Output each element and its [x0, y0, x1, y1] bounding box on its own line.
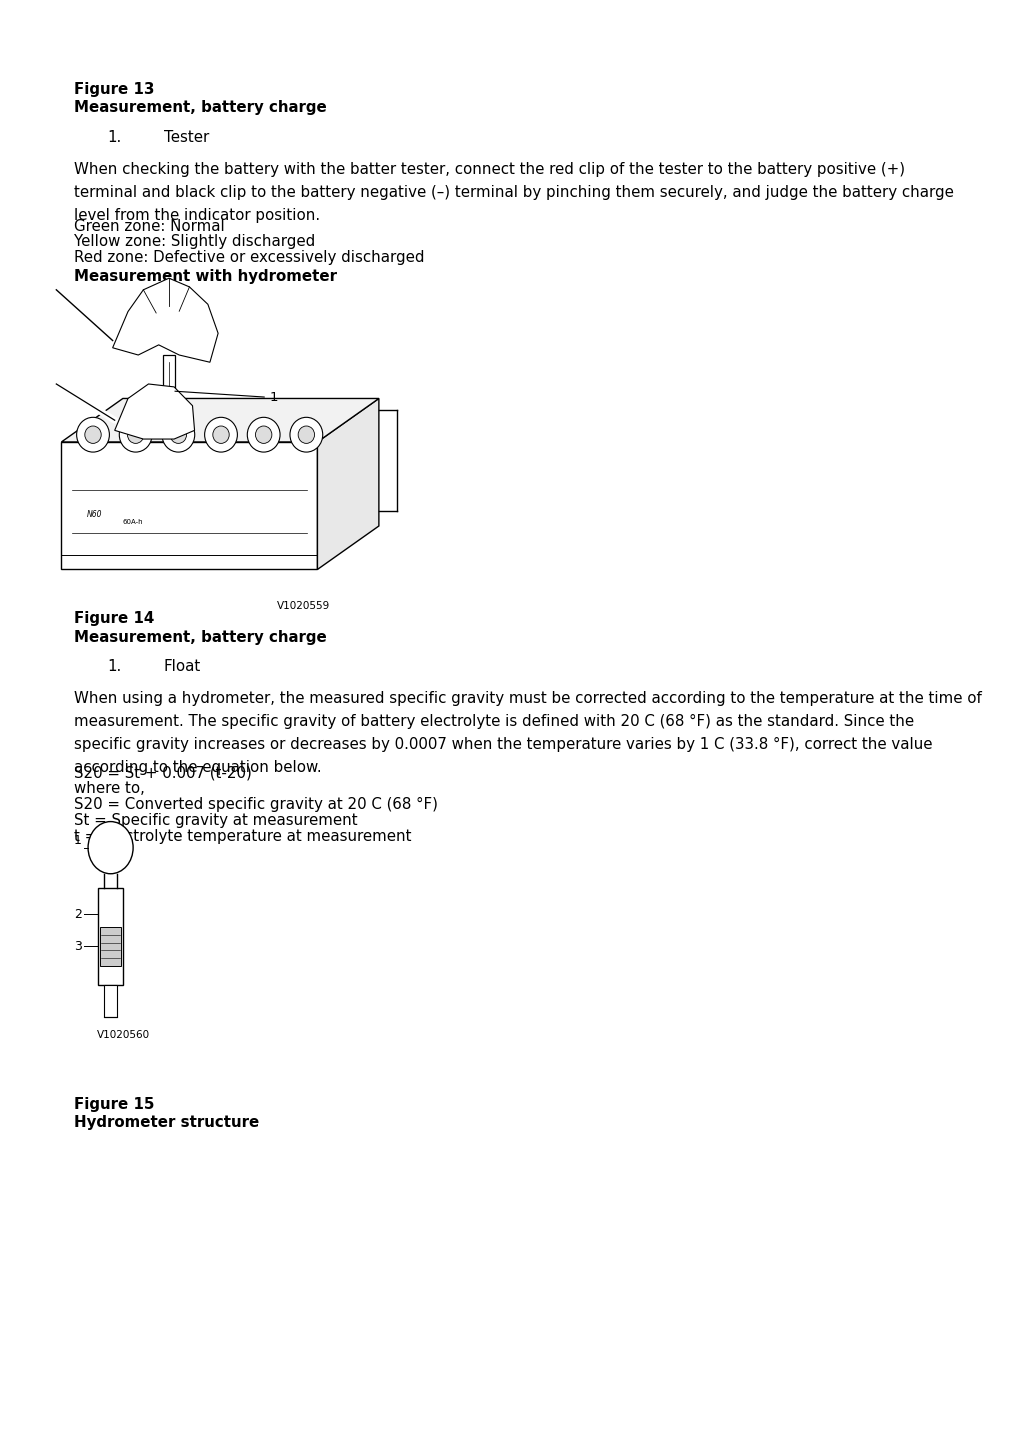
Text: where to,: where to, — [74, 781, 144, 796]
Text: Figure 14: Figure 14 — [74, 611, 154, 626]
Text: Measurement with hydrometer: Measurement with hydrometer — [74, 270, 337, 284]
Text: 2: 2 — [74, 909, 82, 920]
Text: level from the indicator position.: level from the indicator position. — [74, 209, 319, 223]
Text: When checking the battery with the batter tester, connect the red clip of the te: When checking the battery with the batte… — [74, 162, 905, 177]
Ellipse shape — [77, 417, 110, 452]
Text: t = Electrolyte temperature at measurement: t = Electrolyte temperature at measureme… — [74, 829, 412, 843]
Ellipse shape — [290, 417, 323, 452]
Ellipse shape — [85, 426, 101, 443]
Text: St = Specific gravity at measurement: St = Specific gravity at measurement — [74, 813, 357, 827]
Polygon shape — [115, 384, 195, 439]
Text: Tester: Tester — [164, 130, 209, 145]
Bar — [100, 927, 121, 966]
Text: Red zone: Defective or excessively discharged: Red zone: Defective or excessively disch… — [74, 249, 424, 265]
Ellipse shape — [213, 426, 229, 443]
Text: Float: Float — [164, 658, 201, 674]
Text: Yellow zone: Slightly discharged: Yellow zone: Slightly discharged — [74, 233, 315, 249]
Text: 1.: 1. — [108, 130, 122, 145]
Polygon shape — [61, 442, 317, 569]
Ellipse shape — [205, 417, 238, 452]
Text: Hydrometer structure: Hydrometer structure — [74, 1116, 259, 1130]
Ellipse shape — [170, 426, 186, 443]
Text: When using a hydrometer, the measured specific gravity must be corrected accordi: When using a hydrometer, the measured sp… — [74, 691, 982, 706]
Text: Measurement, battery charge: Measurement, battery charge — [74, 629, 327, 645]
Text: Figure 15: Figure 15 — [74, 1097, 154, 1111]
Text: S20 = Converted specific gravity at 20 C (68 °F): S20 = Converted specific gravity at 20 C… — [74, 797, 437, 811]
Text: Figure 13: Figure 13 — [74, 81, 155, 97]
Text: according to the equation below.: according to the equation below. — [74, 761, 322, 775]
Text: 3: 3 — [74, 940, 82, 953]
Text: measurement. The specific gravity of battery electrolyte is defined with 20 C (6: measurement. The specific gravity of bat… — [74, 714, 913, 729]
Ellipse shape — [248, 417, 281, 452]
Bar — [104, 985, 117, 1017]
Ellipse shape — [88, 822, 133, 874]
Text: V1020559: V1020559 — [276, 601, 330, 611]
Polygon shape — [317, 398, 379, 569]
Polygon shape — [113, 278, 218, 362]
Ellipse shape — [119, 417, 153, 452]
Text: Green zone: Normal: Green zone: Normal — [74, 219, 224, 233]
Polygon shape — [61, 398, 379, 442]
Text: specific gravity increases or decreases by 0.0007 when the temperature varies by: specific gravity increases or decreases … — [74, 738, 932, 752]
Text: terminal and black clip to the battery negative (–) terminal by pinching them se: terminal and black clip to the battery n… — [74, 185, 953, 200]
Bar — [163, 355, 175, 435]
Text: 1.: 1. — [108, 658, 122, 674]
Ellipse shape — [162, 417, 195, 452]
Text: S20 = St + 0.007 (t-20): S20 = St + 0.007 (t-20) — [74, 765, 252, 780]
Text: 1: 1 — [269, 391, 278, 403]
Text: N60: N60 — [87, 510, 102, 519]
Ellipse shape — [256, 426, 272, 443]
Ellipse shape — [298, 426, 314, 443]
Text: 60A-h: 60A-h — [123, 519, 143, 525]
Text: V1020560: V1020560 — [97, 1030, 151, 1040]
Ellipse shape — [127, 426, 143, 443]
Bar — [98, 888, 123, 985]
Text: 1: 1 — [74, 835, 82, 846]
Text: Measurement, battery charge: Measurement, battery charge — [74, 100, 327, 114]
